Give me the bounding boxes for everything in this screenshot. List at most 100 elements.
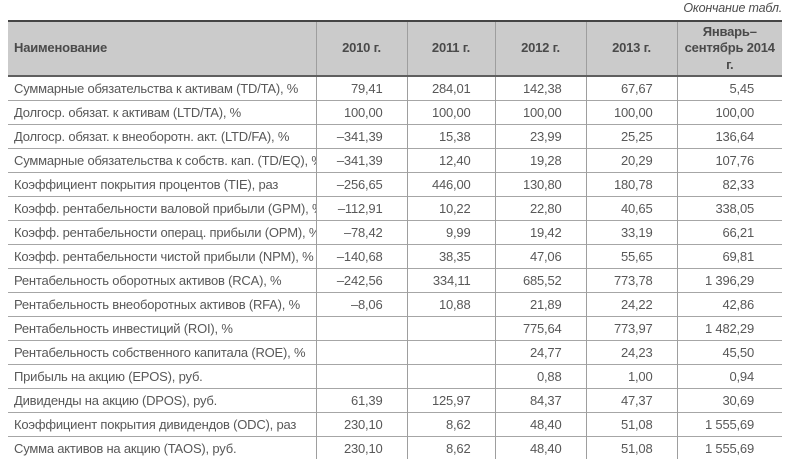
cell-value: 773,78: [585, 267, 677, 293]
cell-value: 20,29: [585, 147, 677, 173]
cell-value: 12,40: [406, 147, 495, 173]
cell-value: 55,65: [585, 243, 677, 269]
cell-value: –341,39: [315, 123, 407, 149]
column-header-period: 2012 г.: [494, 21, 586, 77]
cell-value: –242,56: [315, 267, 407, 293]
cell-value: 22,80: [494, 195, 586, 221]
table-row: Прибыль на акцию (EPOS), руб. 0,88 1,00 0,9…: [8, 363, 782, 389]
column-header-period: 2010 г.: [315, 21, 407, 77]
cell-value: 51,08: [585, 411, 677, 437]
financial-ratios-table: Наименование 2010 г. 2011 г. 2012 г. 2013 г.…: [8, 20, 782, 459]
table-row: Коэфф. рентабельности операц. прибыли (O…: [8, 219, 782, 245]
table-header: Наименование 2010 г. 2011 г. 2012 г. 2013 г.…: [8, 21, 782, 77]
cell-value: 284,01: [406, 75, 495, 101]
cell-value: 82,33: [676, 171, 782, 197]
cell-value: 100,00: [494, 99, 586, 125]
table-row: Рентабельность внеоборотных активов (RFA…: [8, 291, 782, 317]
cell-value: 10,22: [406, 195, 495, 221]
cell-value: [315, 363, 407, 389]
cell-value: –8,06: [315, 291, 407, 317]
cell-value: 130,80: [494, 171, 586, 197]
cell-value: 19,28: [494, 147, 586, 173]
cell-value: 338,05: [676, 195, 782, 221]
table-row: Рентабельность инвестиций (ROI), % 775,64…: [8, 315, 782, 341]
row-label: Рентабельность оборотных активов (RCA), …: [8, 267, 316, 293]
cell-value: 24,77: [494, 339, 586, 365]
cell-value: 180,78: [585, 171, 677, 197]
cell-value: 775,64: [494, 315, 586, 341]
cell-value: –112,91: [315, 195, 407, 221]
cell-value: 47,37: [585, 387, 677, 413]
cell-value: 5,45: [676, 75, 782, 101]
cell-value: 136,64: [676, 123, 782, 149]
table-row: Суммарные обязательства к собств. кап. (…: [8, 147, 782, 173]
table-row: Суммарные обязательства к активам (TD/TA…: [8, 75, 782, 101]
cell-value: 334,11: [406, 267, 495, 293]
cell-value: 47,06: [494, 243, 586, 269]
cell-value: –256,65: [315, 171, 407, 197]
cell-value: 100,00: [676, 99, 782, 125]
cell-value: –140,68: [315, 243, 407, 269]
cell-value: 51,08: [585, 435, 677, 459]
cell-value: 79,41: [315, 75, 407, 101]
row-label: Суммарные обязательства к собств. кап. (…: [8, 147, 316, 173]
cell-value: 48,40: [494, 411, 586, 437]
cell-value: [315, 315, 407, 341]
cell-value: 66,21: [676, 219, 782, 245]
table-row: Коэфф. рентабельности чистой прибыли (NP…: [8, 243, 782, 269]
cell-value: 1 555,69: [676, 411, 782, 437]
cell-value: 48,40: [494, 435, 586, 459]
table-body: Суммарные обязательства к активам (TD/TA…: [8, 75, 782, 459]
cell-value: 40,65: [585, 195, 677, 221]
table-row: Коэффициент покрытия процентов (TIE), ра…: [8, 171, 782, 197]
cell-value: 100,00: [315, 99, 407, 125]
cell-value: 0,88: [494, 363, 586, 389]
cell-value: 100,00: [585, 99, 677, 125]
cell-value: 8,62: [406, 435, 495, 459]
row-label: Сумма активов на акцию (TAOS), руб.: [8, 435, 316, 459]
column-header-period: 2013 г.: [585, 21, 677, 77]
table-row: Долгоср. обязат. к внеоборотн. акт. (LTD…: [8, 123, 782, 149]
cell-value: 773,97: [585, 315, 677, 341]
table-row: Коэфф. рентабельности валовой прибыли (G…: [8, 195, 782, 221]
table-row: Сумма активов на акцию (TAOS), руб. 230,1…: [8, 435, 782, 459]
cell-value: 61,39: [315, 387, 407, 413]
cell-value: –78,42: [315, 219, 407, 245]
row-label: Суммарные обязательства к активам (TD/TA…: [14, 80, 299, 96]
cell-value: 446,00: [406, 171, 495, 197]
cell-value: 1 555,69: [676, 435, 782, 459]
cell-value: –341,39: [315, 147, 407, 173]
table-row: Дивиденды на акцию (DPOS), руб. 61,39 125,…: [8, 387, 782, 413]
cell-value: 142,38: [494, 75, 586, 101]
row-label: Коэффициент покрытия дивидендов (ODC), р…: [8, 411, 316, 437]
cell-value: 9,99: [406, 219, 495, 245]
column-header-name: Наименование: [8, 21, 316, 77]
cell-value: 21,89: [494, 291, 586, 317]
header-row: Наименование 2010 г. 2011 г. 2012 г. 2013 г.…: [8, 21, 782, 77]
cell-value: 0,94: [676, 363, 782, 389]
cell-value: 15,38: [406, 123, 495, 149]
cell-value: [406, 339, 495, 365]
table-row: Коэффициент покрытия дивидендов (ODC), р…: [8, 411, 782, 437]
cell-value: 84,37: [494, 387, 586, 413]
column-header-period: 2011 г.: [406, 21, 495, 77]
cell-value: 24,22: [585, 291, 677, 317]
cell-value: 125,97: [406, 387, 495, 413]
cell-value: 24,23: [585, 339, 677, 365]
row-label: Дивиденды на акцию (DPOS), руб.: [8, 387, 316, 413]
row-label: Рентабельность собственного капитала (RO…: [8, 339, 316, 365]
table-row: Рентабельность оборотных активов (RCA), …: [8, 267, 782, 293]
cell-value: 38,35: [406, 243, 495, 269]
table-row: Рентабельность собственного капитала (RO…: [8, 339, 782, 365]
cell-value: [406, 315, 495, 341]
row-label: Прибыль на акцию (EPOS), руб.: [8, 363, 316, 389]
cell-value: 685,52: [494, 267, 586, 293]
row-label: Долгоср. обязат. к внеоборотн. акт. (LTD…: [8, 123, 316, 149]
cell-value: [406, 363, 495, 389]
row-label: Коэфф. рентабельности чистой прибыли (NP…: [8, 243, 316, 269]
cell-value: 1 482,29: [676, 315, 782, 341]
cell-value: 19,42: [494, 219, 586, 245]
row-label: Коэфф. рентабельности операц. прибыли (O…: [8, 219, 316, 245]
cell-value: 23,99: [494, 123, 586, 149]
